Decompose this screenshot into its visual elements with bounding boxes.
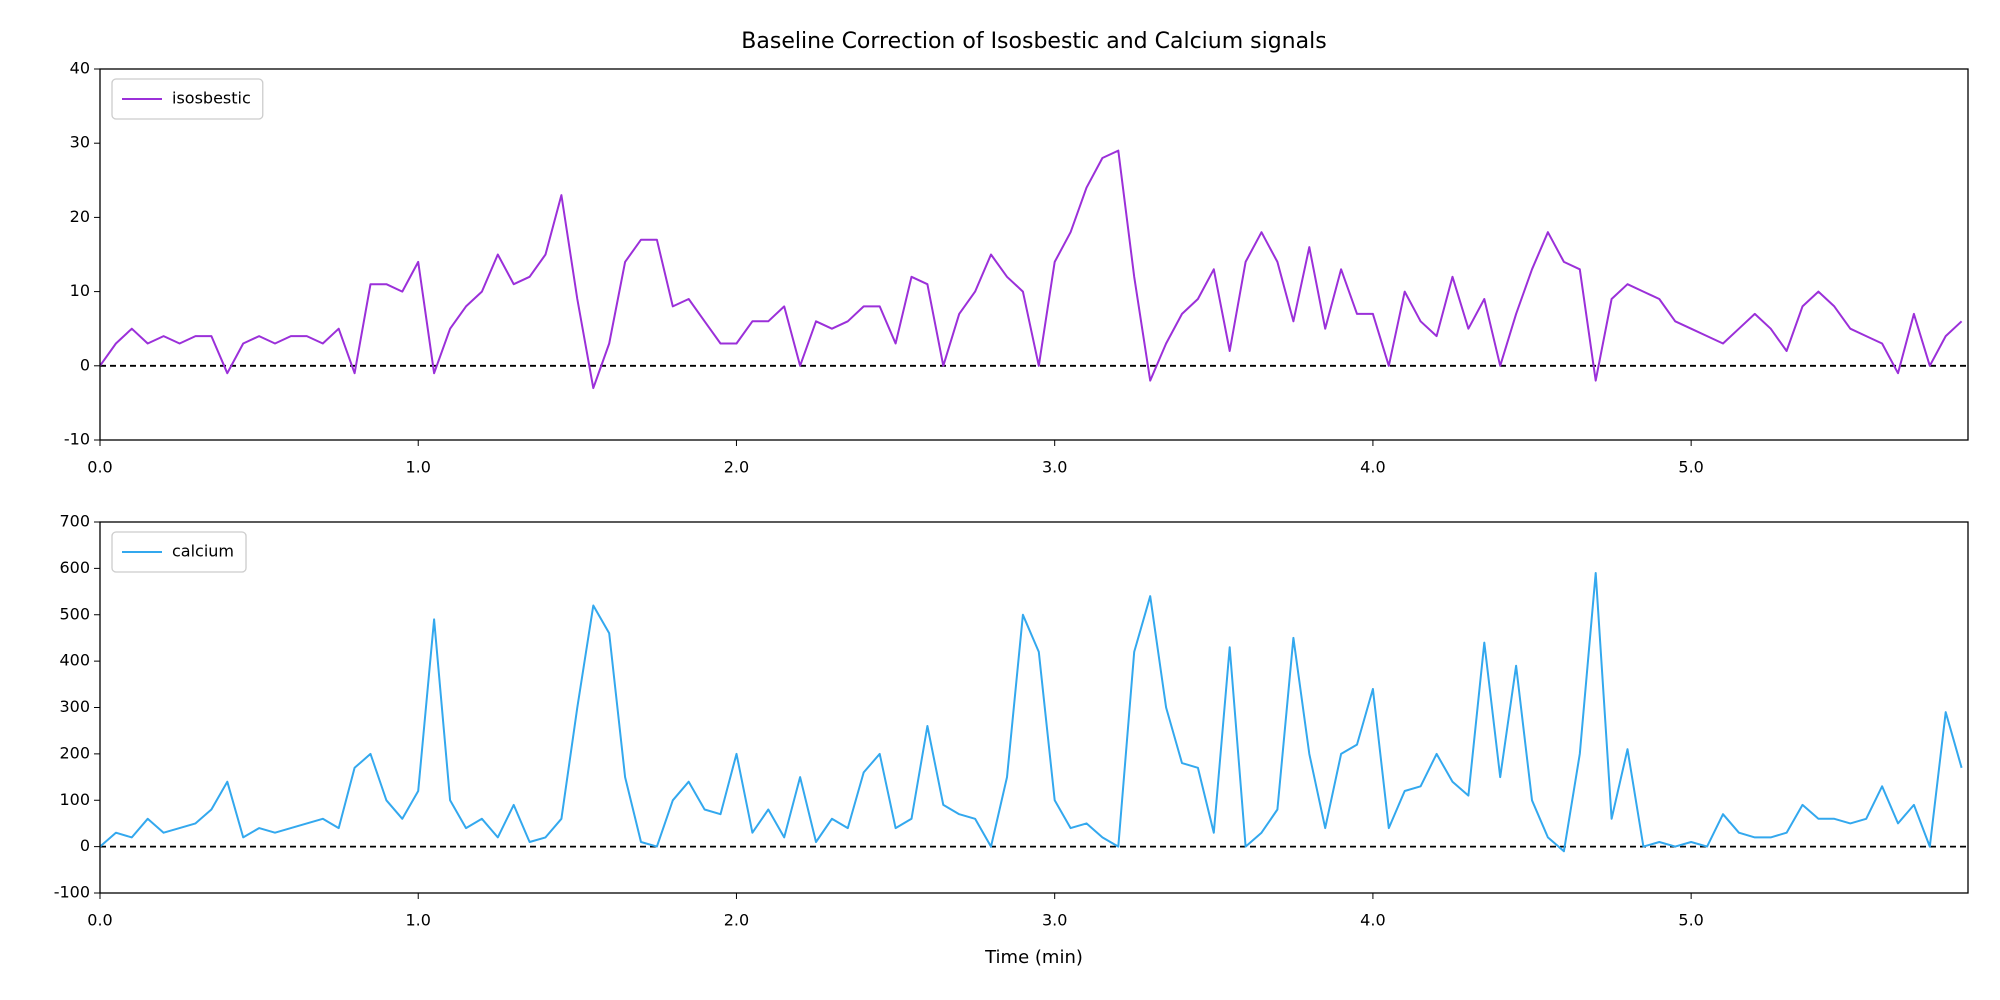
y-tick-label: -100 [54,883,90,902]
x-axis-label: Time (min) [984,947,1083,968]
y-tick-label: 400 [59,651,90,670]
x-tick-label: 0.0 [87,458,112,477]
x-tick-label: 1.0 [406,911,431,930]
y-tick-label: 700 [59,512,90,531]
legend-label: isosbestic [172,89,251,108]
y-tick-label: 600 [59,558,90,577]
y-tick-label: 0 [80,355,90,374]
x-tick-label: 2.0 [724,911,749,930]
y-tick-label: 0 [80,836,90,855]
y-tick-label: 10 [70,281,90,300]
y-tick-label: 100 [59,790,90,809]
y-tick-label: 20 [70,207,90,226]
y-tick-label: -10 [64,430,90,449]
x-tick-label: 5.0 [1678,911,1703,930]
legend-label: calcium [172,542,234,561]
x-tick-label: 4.0 [1360,458,1385,477]
x-tick-label: 2.0 [724,458,749,477]
y-tick-label: 30 [70,133,90,152]
plot-frame [99,521,1969,894]
legend-box [111,531,247,573]
y-tick-label: 200 [59,743,90,762]
plot-frame [99,68,1969,441]
legend-box [111,78,264,120]
y-tick-label: 300 [59,697,90,716]
x-tick-label: 1.0 [406,458,431,477]
x-tick-label: 3.0 [1042,911,1067,930]
y-tick-label: 500 [59,604,90,623]
series-line [99,572,1963,853]
x-tick-label: 5.0 [1678,458,1703,477]
chart-title: Baseline Correction of Isosbestic and Ca… [741,29,1326,54]
series-line [99,149,1963,390]
x-tick-label: 4.0 [1360,911,1385,930]
x-tick-label: 3.0 [1042,458,1067,477]
x-tick-label: 0.0 [87,911,112,930]
y-tick-label: 40 [70,59,90,78]
